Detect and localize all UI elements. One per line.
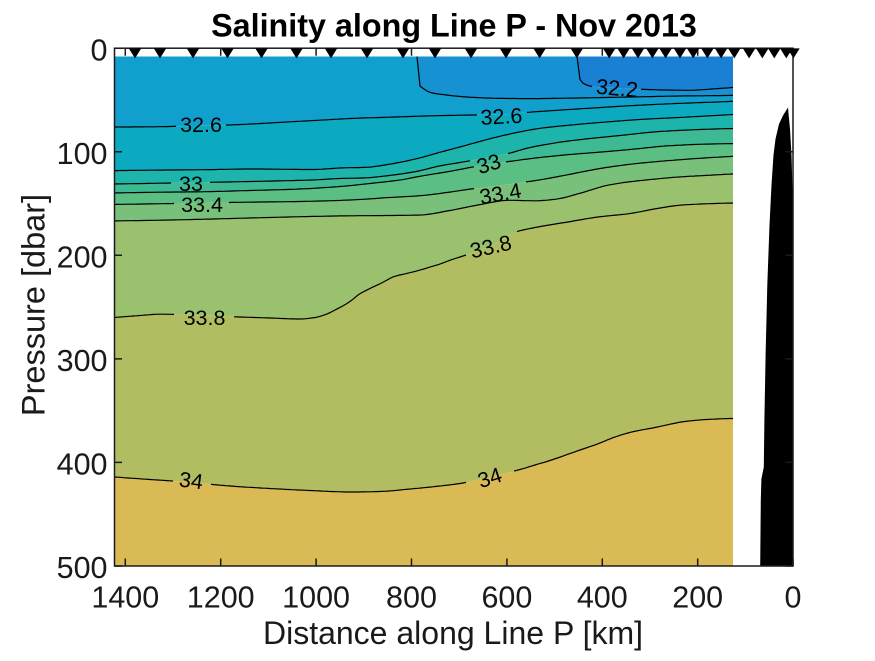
svg-text:0: 0 xyxy=(785,581,802,615)
svg-text:33.8: 33.8 xyxy=(184,306,226,330)
svg-text:34: 34 xyxy=(178,468,205,495)
svg-text:32.2: 32.2 xyxy=(595,75,639,103)
svg-text:33.4: 33.4 xyxy=(181,193,223,217)
svg-text:1400: 1400 xyxy=(91,581,159,615)
svg-text:0: 0 xyxy=(91,33,108,67)
svg-text:300: 300 xyxy=(57,344,108,378)
svg-text:32.6: 32.6 xyxy=(480,104,523,130)
svg-text:200: 200 xyxy=(57,241,108,275)
svg-text:32.6: 32.6 xyxy=(180,113,222,137)
svg-text:400: 400 xyxy=(577,581,628,615)
svg-text:33: 33 xyxy=(179,172,203,196)
svg-text:Pressure [dbar]: Pressure [dbar] xyxy=(16,194,52,416)
svg-text:1200: 1200 xyxy=(187,581,255,615)
svg-text:Distance along Line P [km]: Distance along Line P [km] xyxy=(263,615,643,651)
svg-text:Salinity along Line P - Nov 20: Salinity along Line P - Nov 2013 xyxy=(211,8,697,44)
svg-text:200: 200 xyxy=(672,581,723,615)
svg-text:500: 500 xyxy=(57,551,108,585)
svg-text:100: 100 xyxy=(57,137,108,171)
svg-text:400: 400 xyxy=(57,448,108,482)
svg-text:800: 800 xyxy=(386,581,437,615)
svg-text:1000: 1000 xyxy=(282,581,350,615)
svg-text:600: 600 xyxy=(481,581,532,615)
